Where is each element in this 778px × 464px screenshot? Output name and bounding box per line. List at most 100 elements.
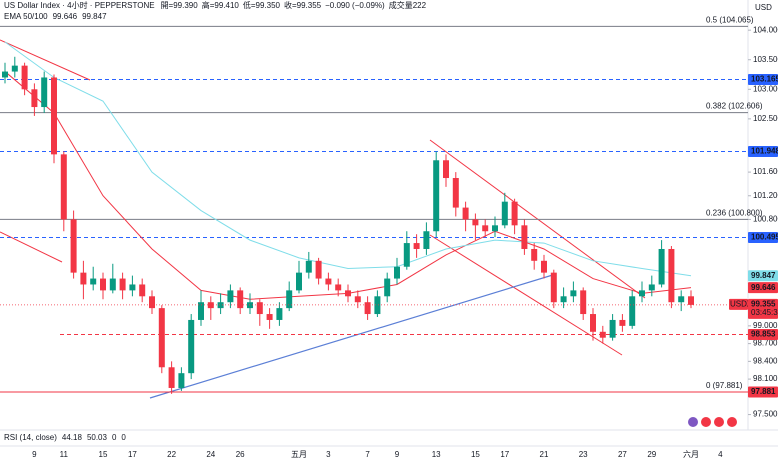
- icon: [701, 417, 711, 427]
- price-tag: [748, 329, 778, 341]
- candle-body: [501, 201, 508, 226]
- fib-label: 0.5 (104.065): [706, 15, 754, 24]
- x-tick-label: 29: [647, 450, 656, 459]
- candle-body: [51, 77, 57, 155]
- x-tick-label: 11: [60, 450, 69, 459]
- candle-body: [678, 296, 685, 303]
- candle-body: [286, 290, 293, 309]
- icon: [714, 417, 724, 427]
- channel-lower: [429, 234, 623, 356]
- y-tick-label: 98.700: [753, 339, 778, 348]
- candle-body: [482, 225, 489, 232]
- candle-body: [21, 65, 28, 90]
- candle-body: [639, 290, 645, 297]
- price-tag-label: 101.948: [751, 147, 778, 156]
- currency: USD: [755, 3, 772, 12]
- candle-body: [541, 260, 547, 273]
- y-tick-label: 103.500: [753, 55, 778, 64]
- candle-body: [158, 308, 165, 368]
- candle-body: [227, 290, 234, 303]
- candle-body: [41, 77, 48, 108]
- candle-body: [345, 290, 351, 297]
- y-tick-label: 100.800: [753, 215, 778, 224]
- candle-body: [648, 284, 655, 291]
- candle-body: [305, 260, 312, 273]
- x-tick-label: 17: [500, 450, 509, 459]
- candle-body: [374, 296, 381, 315]
- header-value: 收=99.355: [284, 0, 322, 10]
- price-tag: [748, 270, 778, 282]
- x-tick-label: 9: [32, 450, 37, 459]
- price-tag-label: 100.495: [751, 233, 778, 242]
- candle-body: [296, 272, 302, 291]
- x-tick-label: 24: [206, 450, 215, 459]
- candle-body: [90, 278, 97, 285]
- chart-title: US Dollar Index · 4小时 · PEPPERSTONE: [4, 0, 155, 10]
- candle-body: [188, 319, 195, 374]
- x-tick-label: 9: [395, 450, 400, 459]
- y-tick-label: 97.500: [753, 410, 778, 419]
- candle-body: [550, 272, 557, 303]
- y-tick-label: 103.000: [753, 84, 778, 93]
- candle-body: [70, 219, 77, 273]
- candle-body: [100, 278, 106, 291]
- y-tick-label: 98.400: [753, 356, 778, 365]
- header-value: −0.090 (−0.09%): [325, 1, 385, 10]
- fib-label: 0 (97.881): [706, 381, 743, 390]
- candle-body: [80, 272, 87, 285]
- candle-body: [472, 219, 479, 226]
- candle-body: [590, 314, 596, 332]
- x-tick-label: 13: [432, 450, 441, 459]
- price-tag: [748, 231, 778, 243]
- x-tick-label: 26: [236, 450, 245, 459]
- x-tick-label: 3: [326, 450, 331, 459]
- y-tick-label: 98.100: [753, 374, 778, 383]
- candle-body: [443, 160, 449, 179]
- candle-body: [2, 71, 8, 78]
- price-tag-label: 97.881: [751, 387, 776, 396]
- rsi-legend: RSI (14, close): [4, 433, 57, 442]
- candle-body: [403, 243, 410, 267]
- candle-body: [433, 160, 440, 232]
- candle-body: [384, 278, 391, 297]
- candle-body: [521, 225, 528, 249]
- candle-body: [668, 248, 675, 303]
- price-tag-label: 98.853: [751, 330, 776, 339]
- x-tick-label: 15: [471, 450, 480, 459]
- countdown-label: 03:45:37: [751, 308, 778, 317]
- candle-body: [119, 278, 126, 291]
- candle-body: [217, 302, 224, 309]
- candle-body: [531, 248, 538, 261]
- candle-body: [619, 319, 626, 326]
- symbol-tag: [729, 298, 748, 310]
- candle-body: [325, 278, 332, 285]
- candle-body: [168, 367, 175, 388]
- candle-body: [178, 373, 185, 388]
- indicator-value: 99.646: [53, 12, 78, 21]
- header-value: 低=99.350: [243, 0, 281, 10]
- candle-body: [492, 225, 498, 232]
- candle-body: [560, 296, 567, 303]
- candle-body: [256, 302, 263, 315]
- candle-body: [198, 302, 204, 320]
- candle-body: [423, 231, 430, 249]
- candle-body: [129, 284, 136, 291]
- rsi-legend: 0: [112, 433, 117, 442]
- y-tick-label: 101.200: [753, 191, 778, 200]
- candle-body: [276, 308, 283, 320]
- price-tag: [748, 386, 778, 398]
- y-tick-label: 99.000: [753, 321, 778, 330]
- candle-body: [315, 260, 322, 279]
- price-tag: [748, 282, 778, 294]
- candle-body: [237, 290, 244, 309]
- candle-body: [609, 319, 616, 338]
- x-tick-label: 22: [167, 450, 176, 459]
- candle-body: [139, 284, 146, 297]
- candle-body: [354, 296, 361, 303]
- icons: [688, 417, 737, 427]
- ema-line: [4, 41, 692, 277]
- x-tick-label: 21: [540, 450, 549, 459]
- candle-body: [11, 65, 18, 72]
- candle-body: [462, 207, 469, 220]
